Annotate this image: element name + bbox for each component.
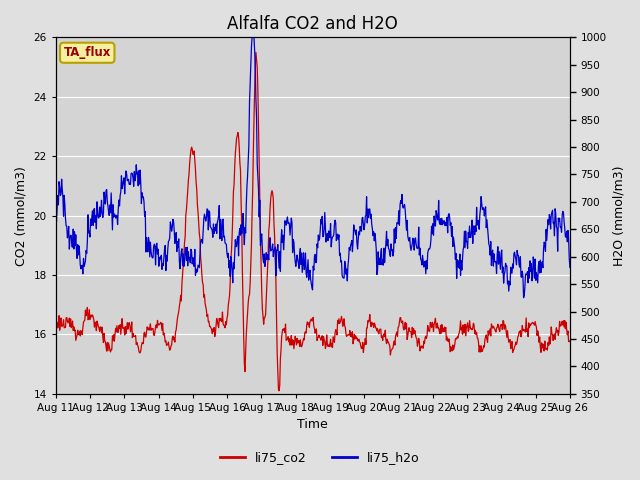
X-axis label: Time: Time xyxy=(298,419,328,432)
Legend: li75_co2, li75_h2o: li75_co2, li75_h2o xyxy=(215,446,425,469)
Y-axis label: CO2 (mmol/m3): CO2 (mmol/m3) xyxy=(15,166,28,265)
Title: Alfalfa CO2 and H2O: Alfalfa CO2 and H2O xyxy=(227,15,398,33)
Text: TA_flux: TA_flux xyxy=(63,46,111,59)
Y-axis label: H2O (mmol/m3): H2O (mmol/m3) xyxy=(612,165,625,266)
